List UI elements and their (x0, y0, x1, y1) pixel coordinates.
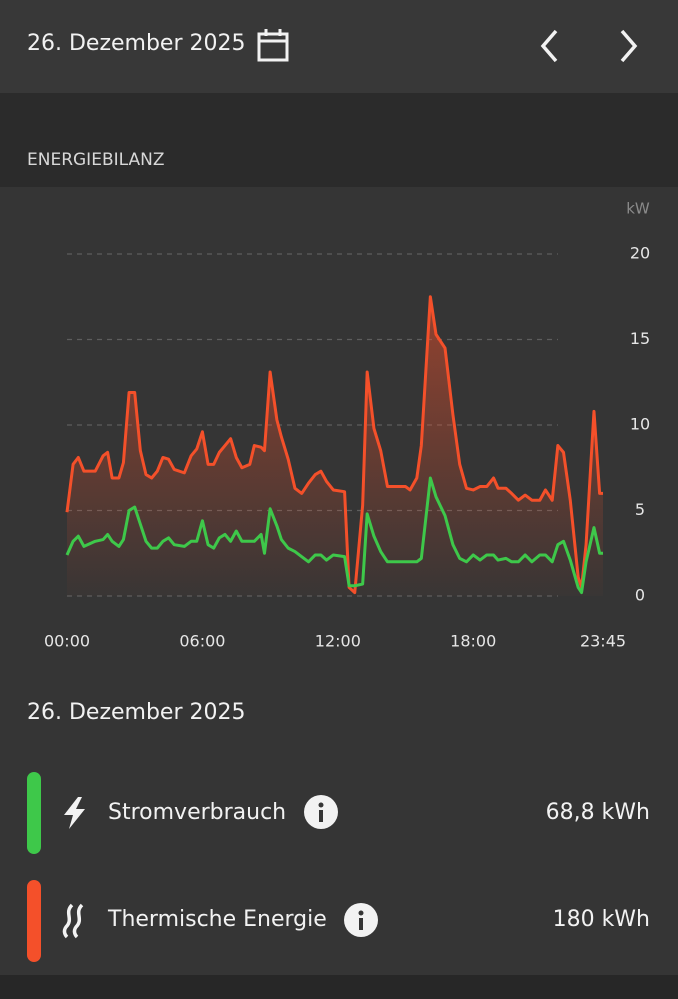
section-title: ENERGIEBILANZ (27, 150, 165, 170)
section-band (0, 93, 678, 187)
info-button[interactable] (344, 903, 380, 939)
y-tick-label: 10 (630, 415, 650, 434)
summary-value: 180 kWh (552, 907, 650, 932)
legend-swatch (27, 772, 41, 854)
line (65, 295, 603, 595)
area (67, 296, 603, 596)
heat-icon (62, 903, 84, 939)
footer-strip (0, 975, 678, 999)
y-tick-label: 0 (635, 586, 645, 605)
x-tick-label: 06:00 (179, 632, 225, 651)
y-tick-label: 20 (630, 244, 650, 263)
x-tick-label: 00:00 (44, 632, 90, 651)
y-unit: kW (626, 200, 650, 218)
legend-label: Stromverbrauch (108, 800, 287, 825)
y-tick-label: 15 (630, 329, 650, 348)
next-button[interactable] (614, 28, 644, 64)
legend-swatch (27, 880, 41, 962)
line (65, 476, 603, 595)
calendar-button[interactable] (256, 28, 290, 64)
bolt-icon (64, 797, 85, 829)
info-button[interactable] (304, 795, 340, 831)
y-tick-label: 5 (635, 500, 645, 519)
prev-button[interactable] (536, 28, 566, 64)
x-tick-label: 12:00 (315, 632, 361, 651)
chart: kW 0 5 10 15 20 00:00 06:00 12:00 18:00 23:45 (44, 200, 650, 651)
summary-value: 68,8 kWh (545, 800, 650, 825)
x-tick-label: 23:45 (580, 632, 626, 651)
legend-label: Thermische Energie (108, 907, 327, 932)
summary-date: 26. Dezember 2025 (27, 700, 246, 725)
x-tick-label: 18:00 (450, 632, 496, 651)
header-date: 26. Dezember 2025 (27, 31, 246, 56)
header (0, 0, 678, 93)
